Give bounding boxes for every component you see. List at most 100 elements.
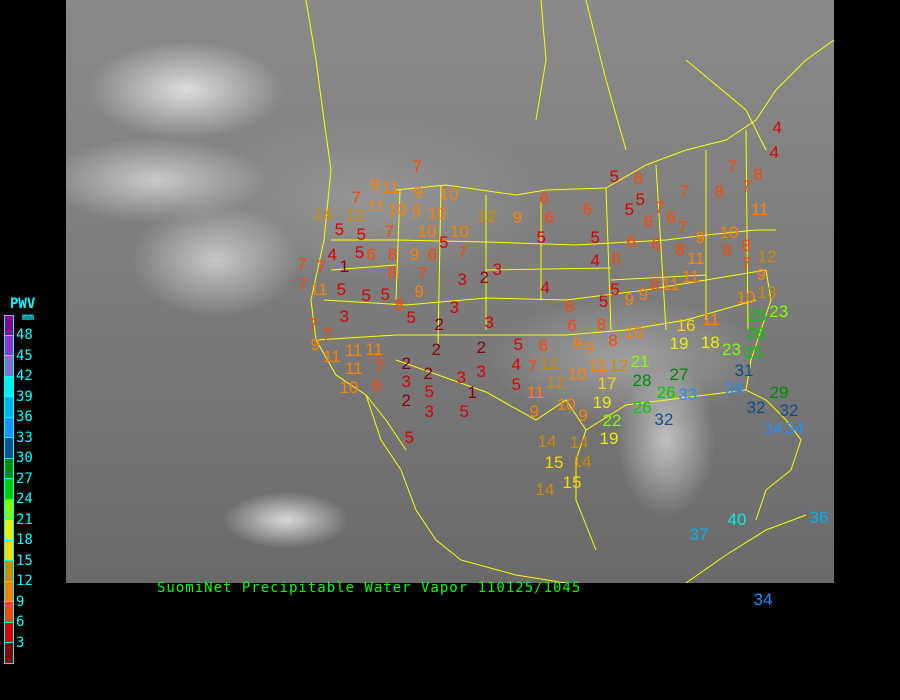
legend-color-bar xyxy=(4,315,14,664)
station-pwv-value: 32 xyxy=(654,410,674,429)
station-pwv-value: 8 xyxy=(675,240,685,259)
station-pwv-value: 6 xyxy=(666,208,677,227)
station-pwv-value: 8 xyxy=(387,263,397,282)
station-pwv-value: 8 xyxy=(753,165,763,184)
station-pwv-value: 2 xyxy=(401,353,411,373)
station-pwv-value: 10 xyxy=(556,395,576,414)
legend-swatch xyxy=(4,622,14,643)
station-pwv-value: 3 xyxy=(492,260,502,279)
station-pwv-value: 8 xyxy=(649,275,660,294)
station-pwv-value: 9 xyxy=(638,285,649,304)
station-pwv-value: 2 xyxy=(434,315,444,334)
legend-swatch xyxy=(4,561,14,582)
station-pwv-value: 21 xyxy=(630,352,650,371)
border-line xyxy=(331,229,776,246)
map-title: SuomiNet Precipitable Water Vapor 110125… xyxy=(157,580,582,596)
station-pwv-value: 5 xyxy=(459,401,469,421)
station-pwv-value: 33 xyxy=(678,385,698,404)
station-pwv-value: 5 xyxy=(511,375,521,394)
legend-swatch xyxy=(4,397,14,418)
legend-label: 24 xyxy=(16,491,33,507)
station-pwv-value: 7 xyxy=(351,187,361,207)
station-pwv-value: 6 xyxy=(651,235,661,254)
station-pwv-value: 10 xyxy=(719,222,739,242)
station-pwv-value: 6 xyxy=(538,335,548,355)
station-pwv-value: 7 xyxy=(741,177,752,196)
station-pwv-value: 4 xyxy=(540,278,550,297)
station-pwv-value: 9 xyxy=(413,183,423,202)
station-pwv-value: 11 xyxy=(702,310,720,329)
station-pwv-value: 11 xyxy=(687,248,705,268)
station-pwv-value: 26 xyxy=(632,398,652,417)
station-pwv-value: 11 xyxy=(344,340,363,360)
station-pwv-value: 5 xyxy=(610,280,620,299)
station-pwv-value: 13 xyxy=(757,283,777,303)
station-pwv-value: 12 xyxy=(539,354,559,374)
station-pwv-value: 10 xyxy=(624,323,644,342)
station-pwv-value: 15 xyxy=(562,473,582,492)
station-pwv-value: 23 xyxy=(722,340,741,359)
station-pwv-value: 2 xyxy=(401,390,411,410)
station-pwv-value: 14 xyxy=(535,480,555,499)
station-pwv-value: 7 xyxy=(679,182,689,201)
station-pwv-value: 34 xyxy=(724,379,744,399)
legend-label: 15 xyxy=(16,552,33,569)
station-pwv-value: 8 xyxy=(596,315,607,334)
legend-label: 27 xyxy=(16,470,33,487)
station-pwv-value: 5 xyxy=(438,233,449,252)
station-pwv-value: 10 xyxy=(736,288,756,308)
station-pwv-value: 32 xyxy=(779,400,799,420)
station-pwv-value: 11 xyxy=(367,196,386,216)
border-line xyxy=(365,394,462,561)
station-pwv-value: 7 xyxy=(308,315,319,334)
legend-swatch xyxy=(4,540,14,561)
station-pwv-value: 14 xyxy=(313,205,333,224)
station-pwv-value: 11 xyxy=(310,280,328,299)
station-pwv-value: 7 xyxy=(677,218,688,237)
station-pwv-value: 11 xyxy=(526,383,545,403)
station-pwv-value: 14 xyxy=(537,432,557,451)
station-pwv-value: 9 xyxy=(409,244,419,264)
station-pwv-value: 6 xyxy=(643,212,654,231)
station-pwv-value: 12 xyxy=(757,246,777,266)
station-pwv-value: 7 xyxy=(412,157,422,176)
legend-label: 33 xyxy=(16,429,33,446)
station-pwv-value: 10 xyxy=(567,365,587,384)
station-pwv-value: 8 xyxy=(722,241,732,261)
station-pwv-value: 4 xyxy=(590,251,600,270)
station-pwv-value: 7 xyxy=(316,257,326,276)
station-pwv-value: 5 xyxy=(354,243,365,263)
station-pwv-value: 29 xyxy=(769,382,789,402)
station-pwv-value: 12 xyxy=(477,207,497,226)
station-pwv-value: 10 xyxy=(387,200,407,219)
station-pwv-value: 8 xyxy=(564,297,574,316)
station-pwv-value: 2 xyxy=(423,364,433,383)
station-pwv-value: 7 xyxy=(384,222,394,241)
legend-label: 18 xyxy=(16,532,33,548)
station-pwv-value: 10 xyxy=(339,377,359,397)
station-pwv-value: 9 xyxy=(756,264,766,284)
station-pwv-value: 3 xyxy=(424,402,434,421)
station-pwv-value: 11 xyxy=(323,347,341,366)
station-pwv-value: 3 xyxy=(476,362,486,381)
station-pwv-value: 5 xyxy=(361,286,371,305)
station-pwv-value: 7 xyxy=(654,198,665,217)
station-pwv-value: 25 xyxy=(747,306,767,326)
station-pwv-value: 3 xyxy=(449,298,459,317)
legend-swatch xyxy=(4,479,14,500)
station-pwv-value: 14 xyxy=(572,451,592,471)
station-pwv-value: 26 xyxy=(656,383,676,402)
station-pwv-value: 5 xyxy=(635,190,645,209)
station-pwv-value: 22 xyxy=(602,411,622,431)
station-pwv-value: 5 xyxy=(624,200,634,219)
station-pwv-value: 7 xyxy=(527,357,537,376)
station-pwv-value: 7 xyxy=(417,263,427,283)
political-borders xyxy=(305,0,834,583)
station-pwv-value: 4 xyxy=(511,355,521,374)
station-pwv-value: 3 xyxy=(457,270,467,289)
legend-unit: mm xyxy=(22,312,35,323)
station-pwv-value: 11 xyxy=(681,267,700,287)
station-pwv-value: 23 xyxy=(769,301,789,321)
station-pwv-value: 9 xyxy=(584,338,594,358)
station-pwv-value: 8 xyxy=(387,245,397,264)
